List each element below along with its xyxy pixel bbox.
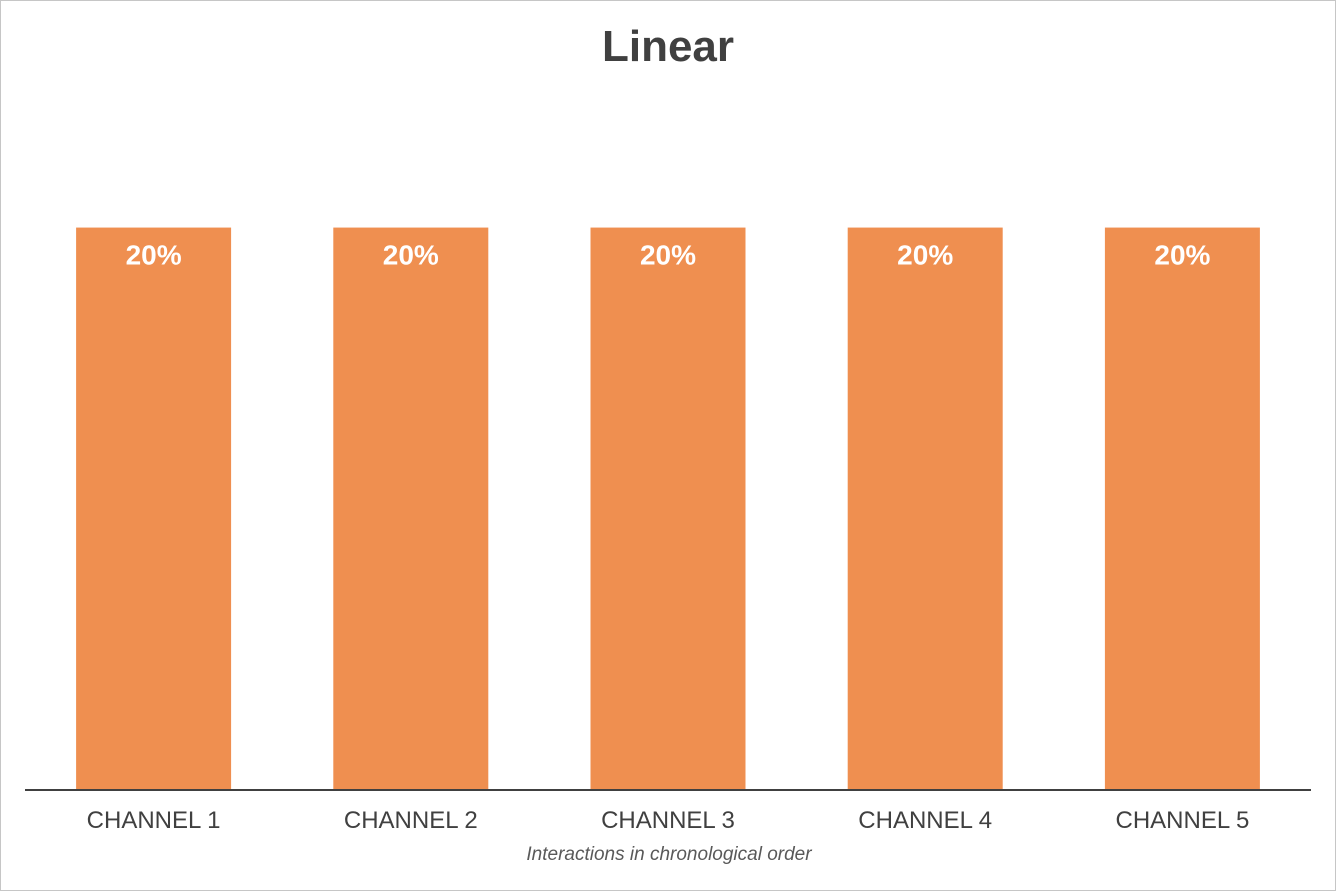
x-tick-labels-group: CHANNEL 1 CHANNEL 2 CHANNEL 3 CHANNEL 4 CHAN… xyxy=(87,807,1250,834)
bars-group xyxy=(76,227,1260,790)
bar-data-label-4: 20% xyxy=(897,240,953,271)
bar-3 xyxy=(590,227,746,790)
bar-data-label-5: 20% xyxy=(1154,240,1210,271)
bar-data-label-1: 20% xyxy=(126,240,182,271)
x-tick-label-5: CHANNEL 5 xyxy=(1115,807,1249,834)
x-tick-label-1: CHANNEL 1 xyxy=(87,807,221,834)
bar-5 xyxy=(1104,227,1260,790)
x-axis-title: Interactions in chronological order xyxy=(526,844,812,865)
chart-title: Linear xyxy=(602,22,734,71)
bar-2 xyxy=(333,227,489,790)
bar-1 xyxy=(76,227,232,790)
bar-data-label-2: 20% xyxy=(383,240,439,271)
x-tick-label-4: CHANNEL 4 xyxy=(858,807,992,834)
bar-data-label-3: 20% xyxy=(640,240,696,271)
bar-4 xyxy=(847,227,1003,790)
bar-labels-group: 20% 20% 20% 20% 20% xyxy=(126,240,1211,271)
x-tick-label-2: CHANNEL 2 xyxy=(344,807,478,834)
x-tick-label-3: CHANNEL 3 xyxy=(601,807,735,834)
